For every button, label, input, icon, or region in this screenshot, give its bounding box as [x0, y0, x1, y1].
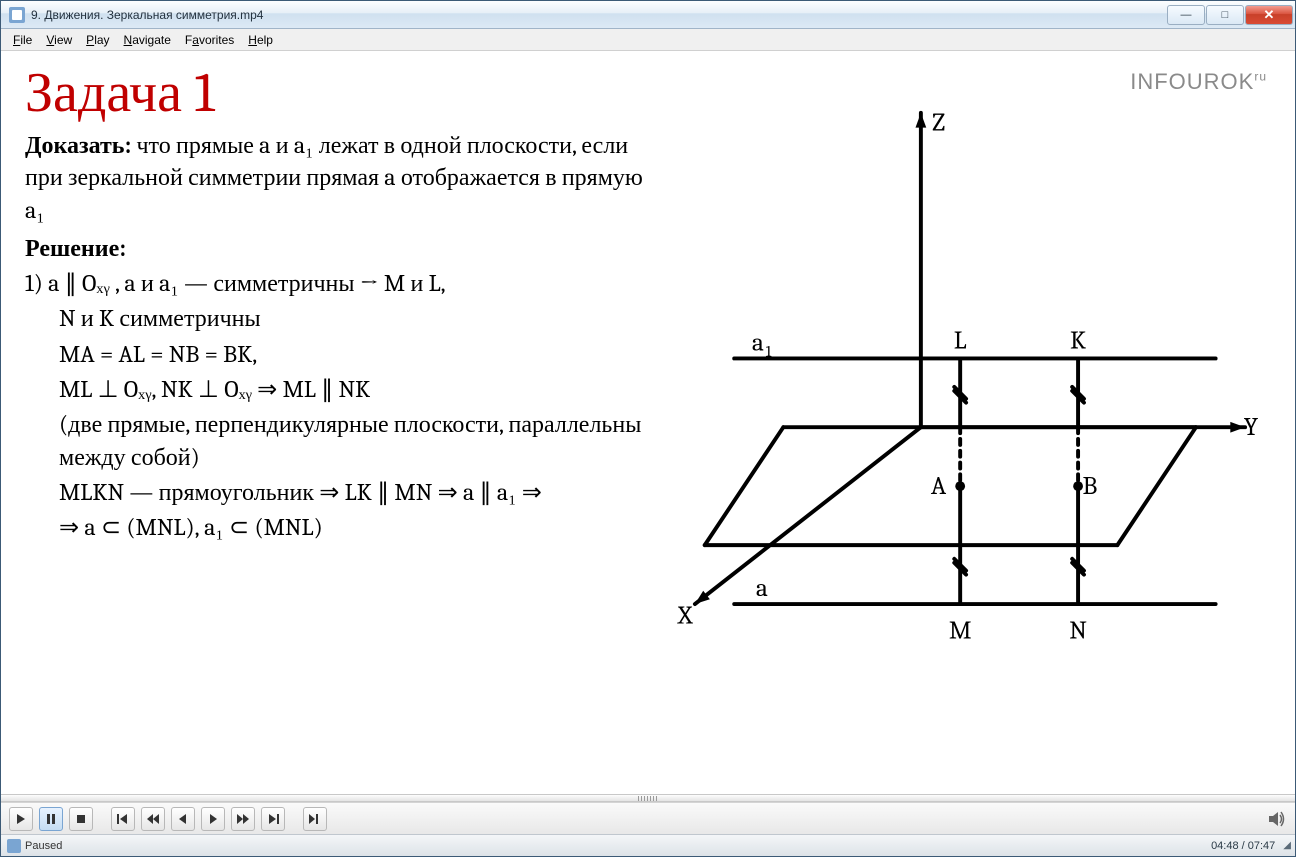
status-icon [7, 839, 21, 853]
stop-button[interactable] [69, 807, 93, 831]
maximize-button[interactable]: □ [1206, 5, 1244, 25]
close-button[interactable]: ✕ [1245, 5, 1293, 25]
svg-text:B: B [1082, 472, 1097, 501]
solution-block: Решение: 1) a ∥ Oₓᵧ , a и a₁ — симметрич… [25, 232, 665, 544]
prove-block: Доказать: что прямые a и a₁ лежат в одно… [25, 129, 665, 226]
menu-favorites[interactable]: Favorites [179, 31, 240, 49]
geometry-diagram: ZYXLKABMNa1a [665, 103, 1275, 663]
svg-text:X: X [677, 602, 694, 631]
step-back-button[interactable] [171, 807, 195, 831]
solution-label: Решение: [25, 234, 126, 262]
play-icon [16, 814, 26, 824]
prove-label: Доказать: [25, 131, 131, 159]
player-controls [1, 802, 1295, 834]
frame-step-button[interactable] [303, 807, 327, 831]
svg-text:a: a [756, 574, 768, 603]
slide: INFOUROKru Задача 1 Доказать: что прямые… [1, 51, 1295, 794]
solution-line: MA = AL = NB = BK, [25, 338, 665, 371]
svg-text:L: L [954, 327, 967, 356]
window-buttons: — □ ✕ [1167, 5, 1293, 25]
fast-fwd-button[interactable] [231, 807, 255, 831]
rewind-button[interactable] [141, 807, 165, 831]
svg-text:M: M [949, 616, 972, 645]
resize-grip-icon[interactable]: ◢ [1283, 840, 1289, 851]
status-text: Paused [25, 840, 62, 852]
seek-grip-icon [638, 796, 658, 801]
title-bar[interactable]: 9. Движения. Зеркальная симметрия.mp4 — … [1, 1, 1295, 29]
solution-line: N и K симметричны [25, 302, 665, 335]
solution-line: (две прямые, перпендикулярные плоскости,… [25, 408, 665, 474]
solution-line: ML ⊥ Oₓᵧ, NK ⊥ Oₓᵧ ⇒ ML ∥ NK [25, 373, 665, 406]
menu-navigate[interactable]: Navigate [118, 31, 177, 49]
skip-end-icon [267, 814, 279, 824]
seek-bar[interactable] [1, 794, 1295, 802]
app-icon [9, 7, 25, 23]
window-title: 9. Движения. Зеркальная симметрия.mp4 [31, 8, 1167, 22]
skip-start-icon [117, 814, 129, 824]
svg-text:Y: Y [1244, 413, 1259, 442]
svg-text:N: N [1069, 616, 1087, 645]
step-back-icon [178, 814, 188, 824]
pause-icon [46, 814, 56, 824]
svg-text:a: a [752, 329, 764, 358]
volume-icon[interactable] [1267, 809, 1287, 829]
frame-step-icon [309, 814, 321, 824]
svg-text:A: A [931, 472, 947, 501]
step-fwd-icon [208, 814, 218, 824]
next-chapter-button[interactable] [261, 807, 285, 831]
solution-line: ⇒ a ⊂ (MNL), a₁ ⊂ (MNL) [25, 511, 665, 544]
menu-bar: File View Play Navigate Favorites Help [1, 29, 1295, 51]
time-display: 04:48 / 07:47 [1211, 840, 1275, 852]
pause-button[interactable] [39, 807, 63, 831]
svg-text:1: 1 [766, 342, 772, 360]
step-fwd-button[interactable] [201, 807, 225, 831]
menu-play[interactable]: Play [80, 31, 115, 49]
solution-line: 1) a ∥ Oₓᵧ , a и a₁ — симметричны → M и … [25, 267, 665, 300]
watermark-logo: INFOUROKru [1130, 69, 1267, 95]
menu-view[interactable]: View [40, 31, 78, 49]
status-bar: Paused 04:48 / 07:47 ◢ [1, 834, 1295, 856]
minimize-button[interactable]: — [1167, 5, 1205, 25]
video-area[interactable]: INFOUROKru Задача 1 Доказать: что прямые… [1, 51, 1295, 794]
svg-text:Z: Z [932, 109, 945, 138]
ffwd-icon [237, 814, 249, 824]
stop-icon [76, 814, 86, 824]
solution-line: MLKN — прямоугольник ⇒ LK ∥ MN ⇒ a ∥ a₁ … [25, 476, 665, 509]
app-window: 9. Движения. Зеркальная симметрия.mp4 — … [0, 0, 1296, 857]
play-button[interactable] [9, 807, 33, 831]
prev-chapter-button[interactable] [111, 807, 135, 831]
menu-file[interactable]: File [7, 31, 38, 49]
menu-help[interactable]: Help [242, 31, 279, 49]
svg-text:K: K [1070, 327, 1086, 356]
rewind-icon [147, 814, 159, 824]
